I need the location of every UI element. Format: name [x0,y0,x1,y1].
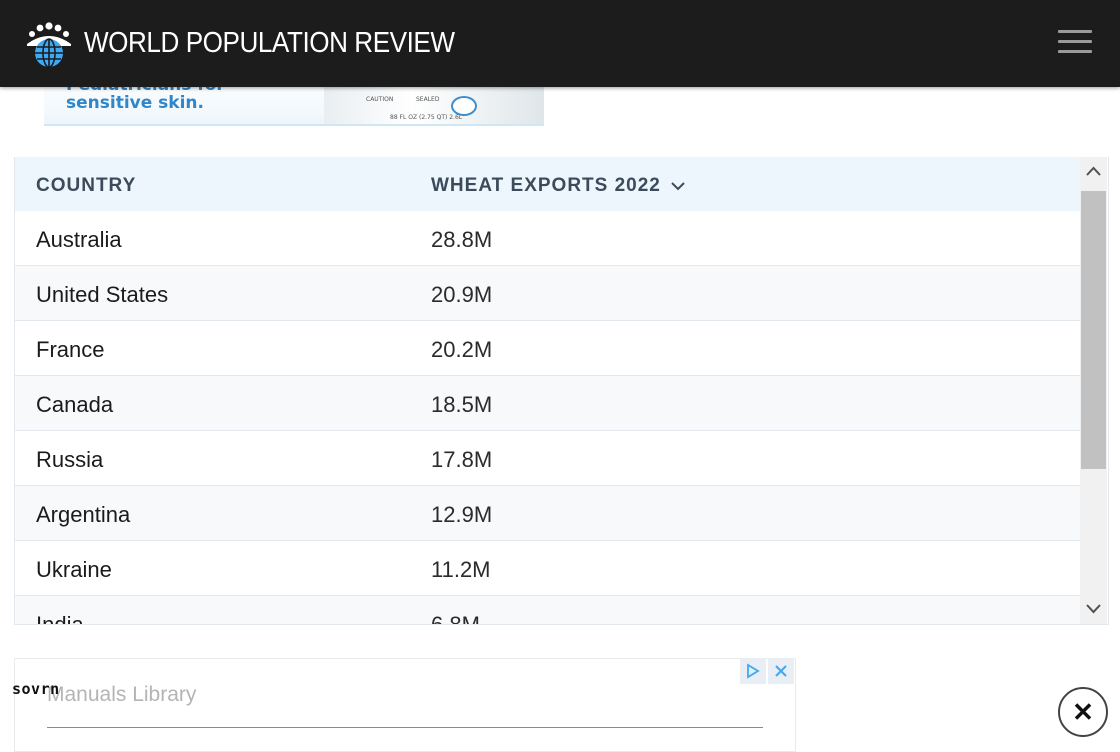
ad-close-button[interactable] [768,658,794,684]
ad-divider [47,727,763,728]
table-scrollbar[interactable] [1080,157,1107,624]
close-icon: ✕ [1072,696,1094,727]
ad-badge-icon [451,96,477,116]
close-overlay-button[interactable]: ✕ [1058,687,1108,737]
ad-line-2: sensitive skin. [66,93,204,113]
value-cell: 11.2M [431,557,491,582]
table-row: France 20.2M [15,321,1081,376]
country-cell: Canada [36,392,114,417]
country-cell: India [36,612,84,625]
country-cell: Russia [36,447,104,472]
value-cell: 20.2M [431,337,493,362]
table-row: India 6.8M [15,596,1081,625]
table-row: Russia 17.8M [15,431,1081,486]
bottom-ad-banner[interactable]: Manuals Library [14,658,796,752]
ad-title: Manuals Library [47,683,197,706]
scrollbar-thumb[interactable] [1081,191,1106,469]
ad-fine-print-1: CAUTION [366,96,394,103]
adchoices-button[interactable] [740,658,766,684]
value-cell: 28.8M [431,227,493,252]
hamburger-icon [1058,30,1092,33]
chevron-down-icon [1086,604,1101,614]
value-cell: 20.9M [431,282,493,307]
ad-controls [740,658,794,684]
hamburger-menu-button[interactable] [1058,30,1092,58]
table-header: COUNTRY WHEAT EXPORTS 2022 [15,157,1081,212]
value-cell: 12.9M [431,502,493,527]
table-body: Australia 28.8M United States 20.9M Fran… [15,211,1081,625]
chevron-down-icon [671,182,685,191]
table-row: Australia 28.8M [15,211,1081,266]
country-cell: Australia [36,227,122,252]
value-cell: 18.5M [431,392,493,417]
country-cell: France [36,337,105,362]
globe-people-icon[interactable] [26,22,72,68]
country-cell: United States [36,282,169,307]
wheat-exports-table: COUNTRY WHEAT EXPORTS 2022 Australia 28.… [14,157,1109,625]
close-icon [775,665,787,677]
adchoices-icon [747,663,760,679]
chevron-up-icon [1086,166,1101,176]
value-cell: 6.8M [431,612,480,625]
sovrn-logo: sovrn [12,680,60,698]
scroll-up-button[interactable] [1080,157,1107,189]
ad-fine-print-3: 88 FL OZ (2.75 QT) 2.6L [390,114,463,121]
country-cell: Argentina [36,502,131,527]
country-cell: Ukraine [36,557,112,582]
column-header-country[interactable]: COUNTRY [36,175,137,196]
value-cell: 17.8M [431,447,493,472]
scroll-down-button[interactable] [1080,592,1107,624]
site-title[interactable]: WORLD POPULATION REVIEW [84,27,455,59]
table-row: Argentina 12.9M [15,486,1081,541]
column-header-wheat-exports[interactable]: WHEAT EXPORTS 2022 [431,175,685,197]
table-row: Canada 18.5M [15,376,1081,431]
table-row: United States 20.9M [15,266,1081,321]
site-header: WORLD POPULATION REVIEW [0,0,1120,87]
ad-fine-print-2: SEALED [416,96,440,103]
column-header-wheat-exports-label: WHEAT EXPORTS 2022 [431,175,661,196]
table-row: Ukraine 11.2M [15,541,1081,596]
